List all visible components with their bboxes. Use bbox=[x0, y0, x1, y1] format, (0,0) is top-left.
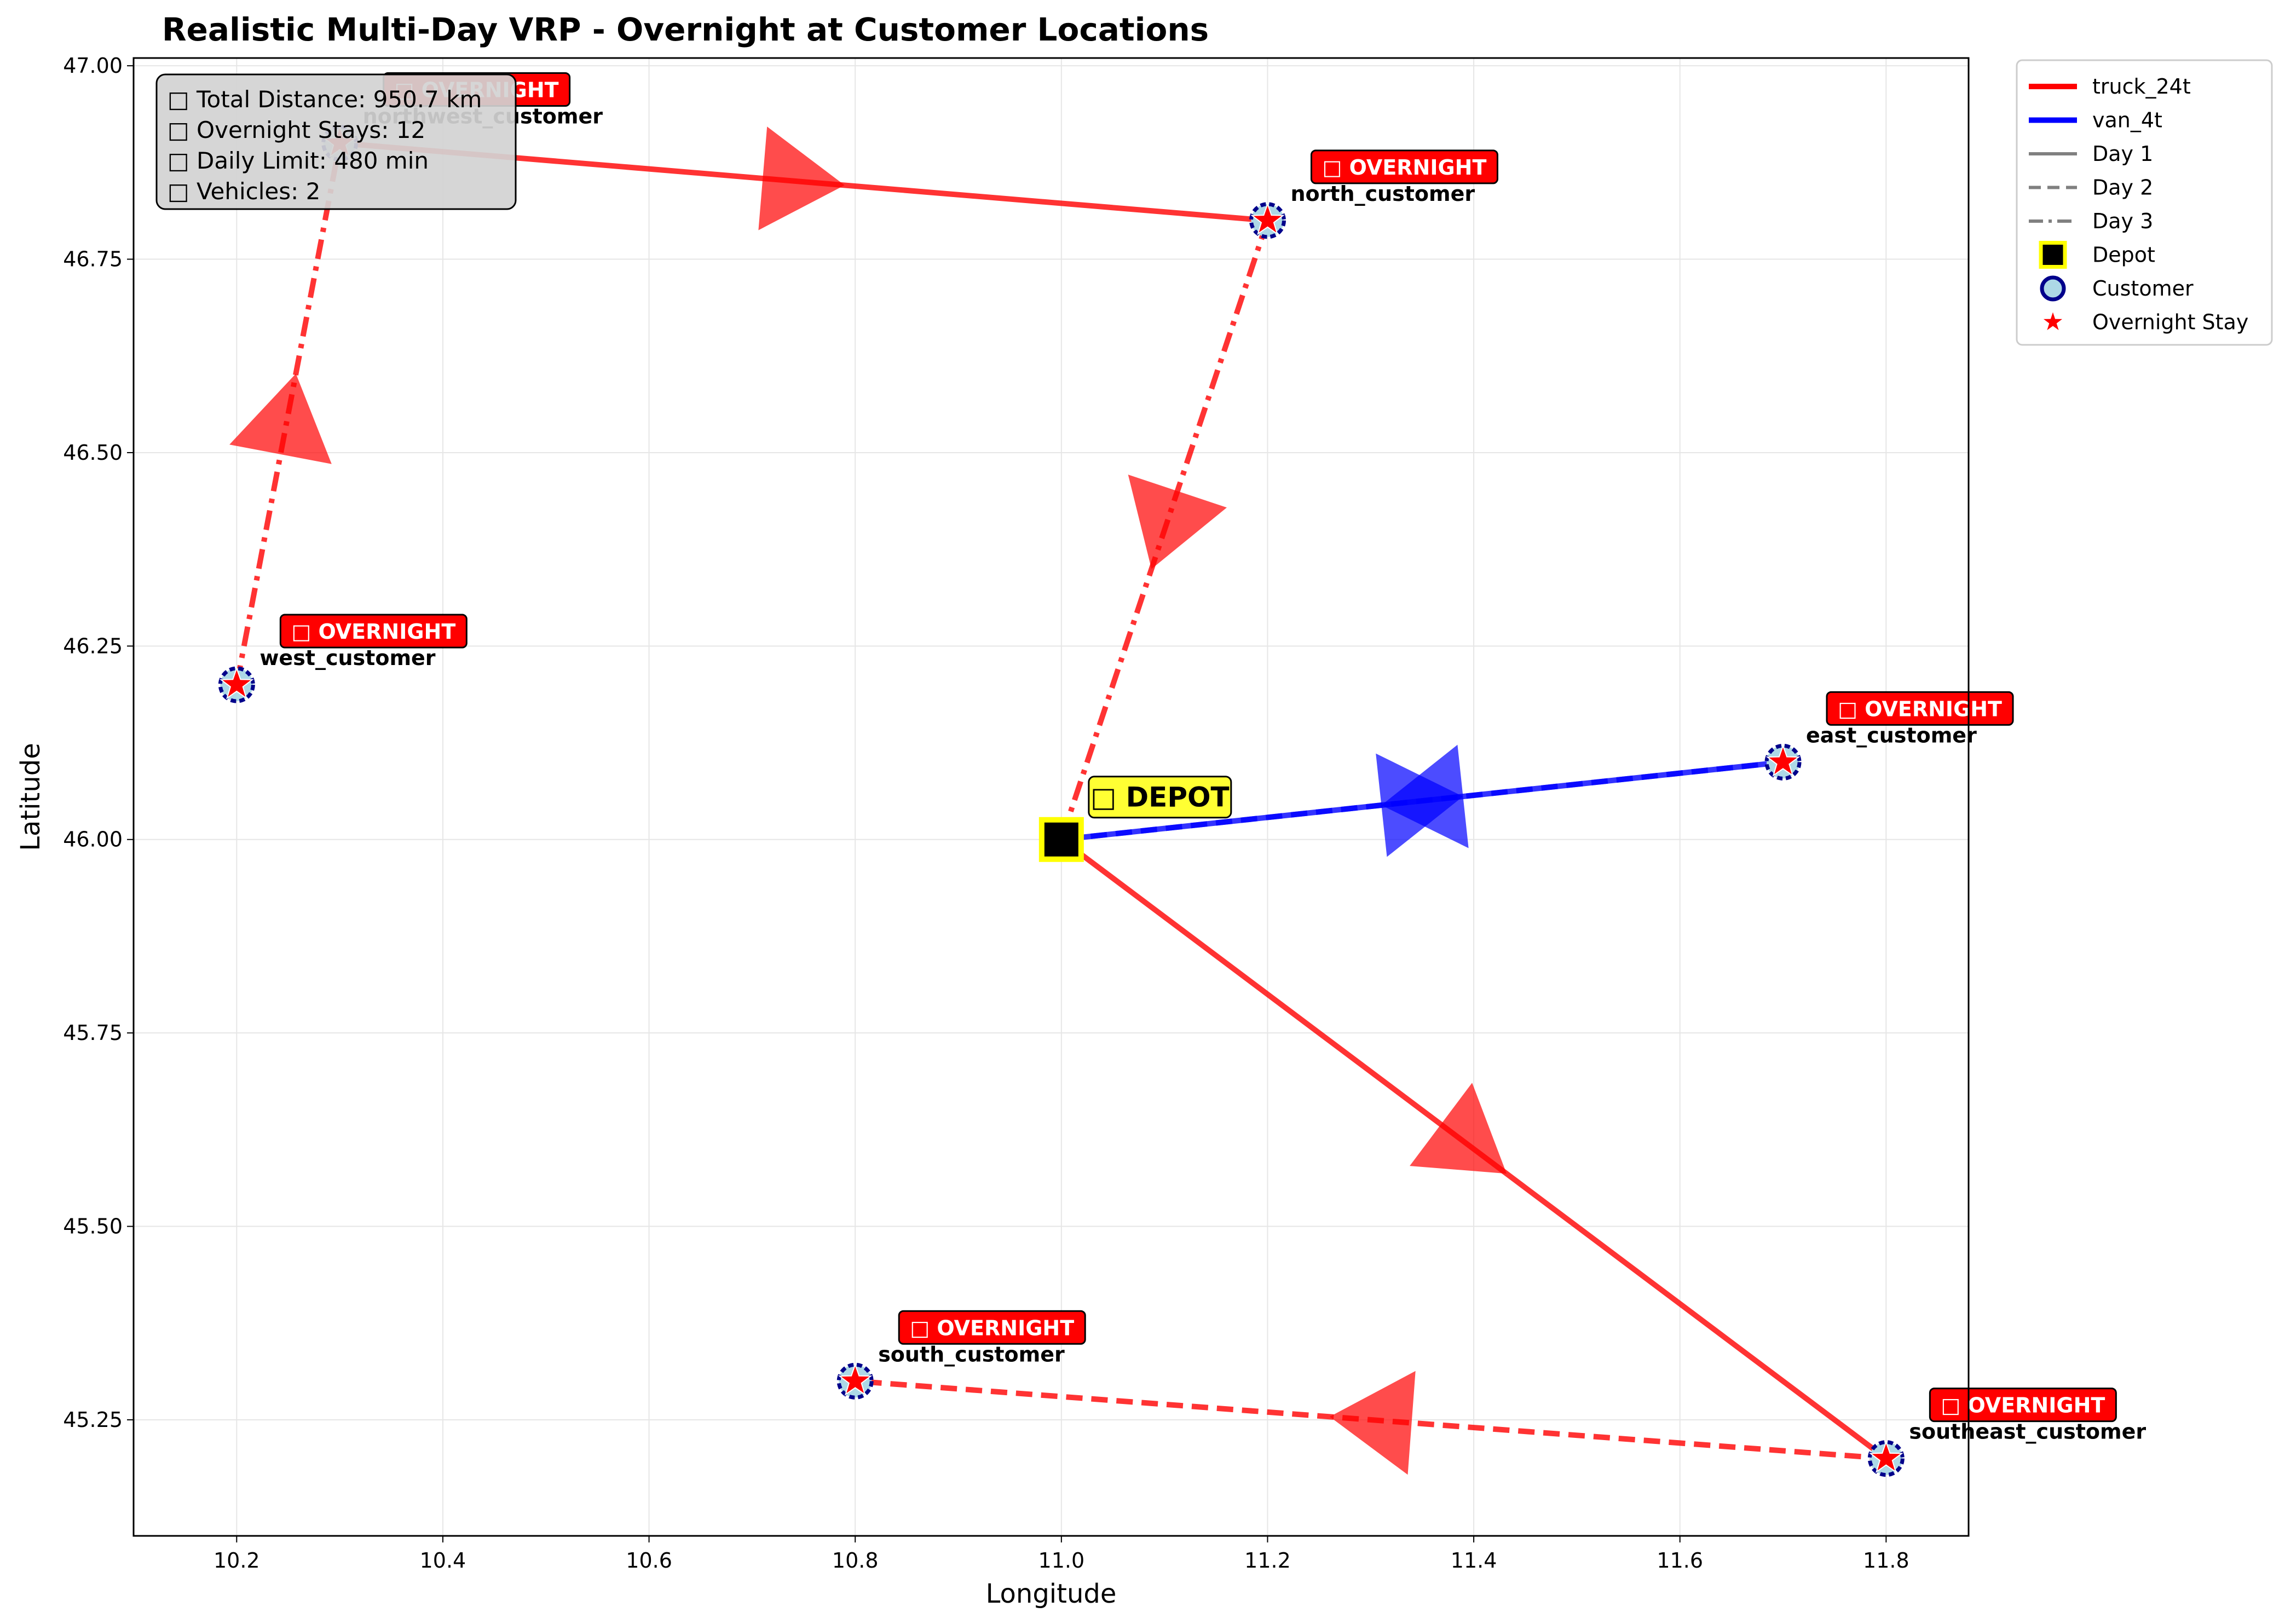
legend-entry-label: Day 3 bbox=[2092, 209, 2153, 233]
customer-label: west_customer bbox=[259, 646, 435, 670]
overnight-badge bbox=[1929, 1388, 2117, 1423]
x-axis-label: Longitude bbox=[986, 1579, 1117, 1609]
stats-background bbox=[155, 73, 517, 210]
legend-swatch-customer bbox=[2040, 275, 2066, 302]
direction-arrow bbox=[229, 373, 332, 464]
x-tick-label: 10.2 bbox=[214, 1548, 260, 1573]
direction-arrow bbox=[1128, 475, 1227, 569]
stat-line: □ Overnight Stays: 12 bbox=[168, 117, 425, 143]
x-tick-label: 11.4 bbox=[1451, 1548, 1497, 1573]
legend-entry-label: Customer bbox=[2092, 276, 2194, 300]
overnight-badge-text: □ OVERNIGHT bbox=[1941, 1394, 2105, 1418]
x-axis-ticks: 10.2 10.4 10.6 10.8 11.0 11.2 11.4 11.6 11.8 bbox=[214, 1536, 1909, 1573]
stat-line: □ Total Distance: 950.7 km bbox=[168, 86, 482, 113]
depot: □ DEPOT bbox=[1038, 776, 1232, 862]
overnight-star-icon bbox=[1250, 202, 1285, 235]
customer-label: south_customer bbox=[878, 1342, 1065, 1366]
legend-entry-label: Day 1 bbox=[2092, 142, 2153, 166]
x-tick-label: 11.8 bbox=[1863, 1548, 1909, 1573]
stat-line: □ Vehicles: 2 bbox=[168, 178, 320, 205]
y-tick-label: 46.50 bbox=[63, 441, 123, 465]
overnight-badge bbox=[898, 1310, 1086, 1345]
stats-box: □ Total Distance: 950.7 km □ Overnight St… bbox=[155, 73, 517, 210]
direction-arrow bbox=[1410, 1083, 1507, 1174]
customer-label: east_customer bbox=[1806, 723, 1977, 747]
y-tick-label: 45.50 bbox=[63, 1215, 123, 1239]
customer-label: southeast_customer bbox=[1909, 1420, 2146, 1444]
overnight-star-icon bbox=[838, 1363, 873, 1396]
overnight-badge bbox=[1826, 691, 2014, 726]
legend-swatch-star-icon bbox=[2043, 312, 2063, 331]
y-axis-label: Latitude bbox=[15, 743, 46, 851]
legend-entry-label: truck_24t bbox=[2092, 74, 2191, 99]
x-tick-label: 10.4 bbox=[420, 1548, 466, 1573]
overnight-star-icon bbox=[219, 666, 254, 700]
x-tick-label: 10.6 bbox=[626, 1548, 672, 1573]
overnight-star-icon bbox=[1868, 1440, 1903, 1473]
direction-arrow bbox=[1330, 1371, 1416, 1475]
x-tick-label: 11.2 bbox=[1244, 1548, 1291, 1573]
overnight-badge-text: □ OVERNIGHT bbox=[1323, 155, 1487, 180]
depot-badge bbox=[1088, 776, 1232, 819]
overnight-badge-text: □ OVERNIGHT bbox=[291, 620, 455, 644]
legend-entry-label: Overnight Stay bbox=[2092, 310, 2248, 334]
legend-entry-label: Day 2 bbox=[2092, 176, 2153, 200]
y-tick-label: 45.25 bbox=[63, 1408, 123, 1432]
y-tick-label: 47.00 bbox=[63, 54, 123, 78]
plot-frame bbox=[132, 57, 1970, 1537]
y-tick-label: 46.25 bbox=[63, 634, 123, 658]
y-tick-label: 46.00 bbox=[63, 828, 123, 852]
chart-title: Realistic Multi-Day VRP - Overnight at C… bbox=[162, 11, 1209, 48]
customer-label: north_customer bbox=[1290, 182, 1475, 206]
legend: truck_24t van_4t Day 1 Day 2 Day 3 Depot Custo… bbox=[2016, 59, 2273, 346]
legend-entry-label: Depot bbox=[2092, 243, 2155, 267]
x-tick-label: 10.8 bbox=[832, 1548, 879, 1573]
x-tick-label: 11.0 bbox=[1038, 1548, 1085, 1573]
depot-label: □ DEPOT bbox=[1090, 782, 1230, 813]
overnight-badge bbox=[279, 614, 468, 649]
route-arrows bbox=[229, 126, 1507, 1475]
direction-arrow bbox=[758, 126, 845, 230]
legend-entry-label: van_4t bbox=[2092, 108, 2162, 132]
overnight-star-icon bbox=[1765, 744, 1801, 777]
x-tick-label: 11.6 bbox=[1657, 1548, 1703, 1573]
direction-arrow bbox=[1381, 744, 1469, 848]
overnight-badge-text: □ OVERNIGHT bbox=[1838, 697, 2002, 721]
y-axis-ticks: 45.25 45.50 45.75 46.00 46.25 46.50 46.75 47.00 bbox=[63, 54, 134, 1432]
y-tick-label: 46.75 bbox=[63, 247, 123, 271]
overnight-badge-text: □ OVERNIGHT bbox=[910, 1316, 1074, 1340]
overnight-badge bbox=[1310, 149, 1498, 184]
stat-line: □ Daily Limit: 480 min bbox=[168, 147, 429, 174]
legend-frame bbox=[2016, 59, 2273, 346]
legend-swatch-depot bbox=[2039, 241, 2067, 269]
depot-marker bbox=[1038, 817, 1084, 862]
route-truck_24t-day3 bbox=[234, 142, 343, 685]
y-tick-label: 45.75 bbox=[63, 1021, 123, 1045]
